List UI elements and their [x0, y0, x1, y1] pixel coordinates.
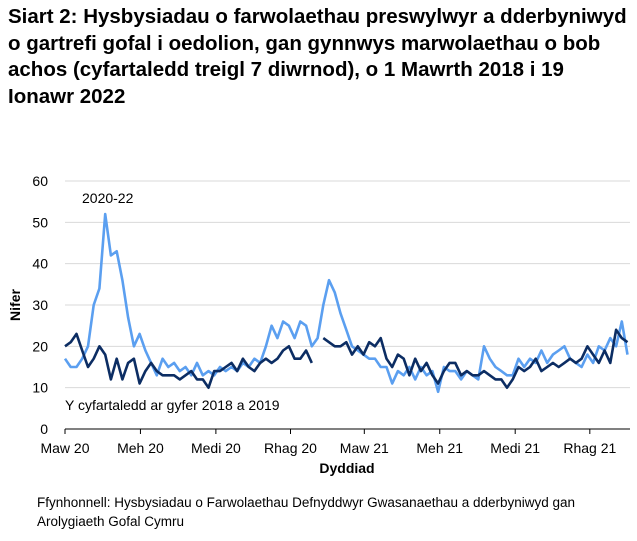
chart-title: Siart 2: Hysbysiadau o farwolaethau pres…	[8, 5, 627, 108]
y-tick-label: 40	[32, 256, 48, 272]
y-tick-label: 30	[32, 297, 48, 313]
x-axis-label: Dyddiad	[319, 460, 374, 476]
series-label-average: Y cyfartaledd ar gyfer 2018 a 2019	[65, 397, 280, 413]
y-axis-ticks: 0 10 20 30 40 50 60	[32, 173, 48, 437]
y-tick-label: 50	[32, 214, 48, 230]
x-tick-label: Maw 21	[340, 440, 389, 456]
x-tick-label: Meh 20	[117, 440, 164, 456]
y-tick-label: 20	[32, 338, 48, 354]
x-tick-label: Meh 21	[416, 440, 463, 456]
x-tick-label: Rhag 20	[264, 440, 317, 456]
y-tick-label: 0	[40, 421, 48, 437]
x-axis: Maw 20 Meh 20 Medi 20 Rhag 20 Maw 21 Meh 21 Me…	[40, 428, 630, 456]
y-tick-label: 10	[32, 380, 48, 396]
series-label-2020-22: 2020-22	[82, 190, 134, 206]
line-chart: 0 10 20 30 40 50 60 Maw 20 Meh 20 Medi 20 Rhag 20…	[7, 173, 630, 476]
series-lines	[63, 212, 629, 394]
gridlines	[65, 180, 630, 389]
x-tick-label: Maw 20	[40, 440, 89, 456]
y-tick-label: 60	[32, 173, 48, 189]
x-tick-label: Medi 21	[490, 440, 540, 456]
y-axis-label: Nifer	[7, 289, 23, 321]
x-tick-label: Medi 20	[191, 440, 241, 456]
x-tick-label: Rhag 21	[563, 440, 616, 456]
series-line-average-2018-2019	[64, 328, 629, 389]
source-note: Ffynhonnell: Hysbysiadau o Farwolaethau …	[37, 495, 576, 529]
